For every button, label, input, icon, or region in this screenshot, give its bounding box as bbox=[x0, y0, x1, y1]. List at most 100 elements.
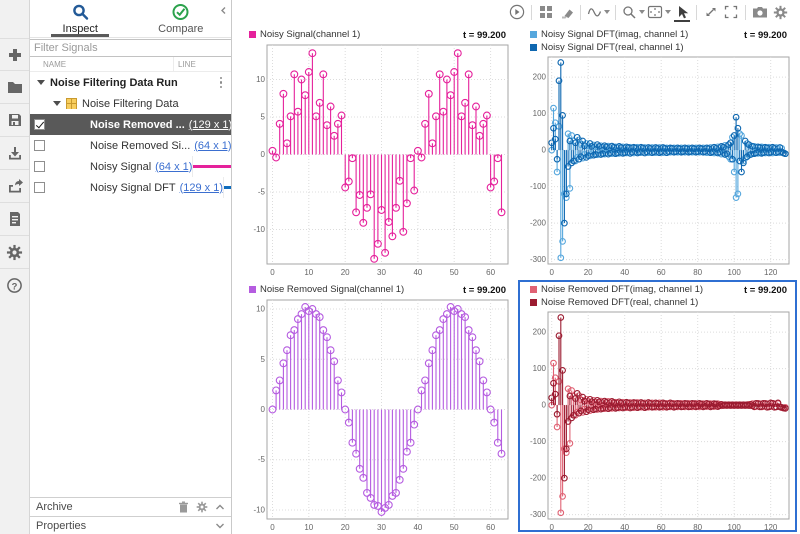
filter-signals-input[interactable] bbox=[30, 39, 231, 57]
stem-chart-noise-removed-dft[interactable]: 0 20 40 60 80 100 120 -300 -200 -100 0 100 200 bbox=[521, 308, 794, 532]
plot-settings-button[interactable] bbox=[770, 3, 790, 21]
tree-row-group[interactable]: Noise Filtering Data bbox=[30, 93, 231, 114]
svg-text:60: 60 bbox=[486, 268, 495, 277]
line-swatch bbox=[193, 165, 231, 168]
expander-caret-icon[interactable] bbox=[53, 101, 61, 106]
toolbar-separator bbox=[531, 4, 532, 20]
clear-plots-button[interactable] bbox=[556, 3, 576, 21]
preferences-button[interactable] bbox=[0, 236, 29, 269]
zoom-button[interactable] bbox=[620, 3, 646, 21]
signal-label: Noise Removed Si... bbox=[90, 139, 191, 152]
svg-text:100: 100 bbox=[728, 523, 742, 532]
signal-dims-link[interactable]: (64 x 1) bbox=[194, 139, 231, 152]
signal-display-button[interactable] bbox=[585, 3, 611, 21]
legend: Noise Removed Signal(channel 1) bbox=[249, 284, 404, 295]
replay-button[interactable] bbox=[507, 3, 527, 21]
signal-dims-link[interactable]: (129 x 1) bbox=[188, 118, 231, 131]
signal-checkbox[interactable] bbox=[34, 161, 45, 172]
tab-inspect[interactable]: Inspect bbox=[30, 0, 131, 37]
gear-icon bbox=[6, 244, 23, 260]
report-button[interactable] bbox=[0, 203, 29, 236]
signal-checkbox[interactable] bbox=[34, 119, 45, 130]
signal-label: Noisy Signal bbox=[90, 160, 152, 173]
pointer-mode-button[interactable] bbox=[672, 3, 692, 22]
dropdown-caret-icon bbox=[665, 10, 671, 14]
stem-chart-noisy-signal-dft[interactable]: 0 20 40 60 80 100 120 -300 -200 -100 0 100 200 bbox=[521, 53, 794, 277]
legend-label: Noise Removed Signal(channel 1) bbox=[260, 283, 405, 295]
tree-row-signal[interactable]: Noise Removed ... (129 x 1) bbox=[30, 114, 231, 135]
help-icon: ? bbox=[7, 278, 22, 293]
signal-checkbox[interactable] bbox=[34, 140, 45, 151]
line-style-cell[interactable] bbox=[192, 156, 231, 177]
tree-row-run[interactable]: Noise Filtering Data Run bbox=[30, 72, 231, 93]
trash-icon[interactable] bbox=[178, 501, 189, 513]
dropdown-caret-icon bbox=[603, 10, 610, 14]
folder-icon bbox=[7, 82, 22, 93]
svg-text:10: 10 bbox=[304, 523, 313, 532]
subplot-noise-removed-signal[interactable]: Noise Removed Signal(channel 1) t = 99.2… bbox=[237, 280, 516, 533]
svg-text:-300: -300 bbox=[530, 255, 547, 264]
import-button[interactable] bbox=[0, 137, 29, 170]
sidebar-tabs: Inspect Compare bbox=[30, 0, 231, 38]
cursor-arrow-icon bbox=[679, 5, 689, 18]
svg-text:120: 120 bbox=[764, 523, 778, 532]
snapshot-button[interactable] bbox=[750, 3, 770, 21]
svg-text:80: 80 bbox=[693, 268, 702, 277]
dropdown-caret-icon bbox=[638, 10, 645, 14]
svg-text:60: 60 bbox=[657, 523, 666, 532]
subplot-noise-removed-dft-selected[interactable]: Noise Removed DFT(imag, channel 1) Noise… bbox=[518, 280, 797, 533]
run-options-kebab-icon[interactable] bbox=[219, 76, 222, 89]
archive-panel-header[interactable]: Archive bbox=[30, 497, 231, 516]
expand-plot-button[interactable] bbox=[701, 3, 721, 21]
tree-row-signal[interactable]: Noisy Signal DFT (129 x 1) bbox=[30, 177, 231, 198]
stem-chart-noise-removed-signal[interactable]: 0 10 20 30 40 50 60 -10 -5 0 5 10 bbox=[240, 296, 513, 532]
help-button[interactable]: ? bbox=[0, 269, 29, 302]
svg-text:-200: -200 bbox=[530, 219, 547, 228]
properties-panel-header[interactable]: Properties bbox=[30, 516, 231, 534]
legend-swatch bbox=[530, 298, 537, 306]
svg-text:20: 20 bbox=[341, 523, 350, 532]
chevron-down-icon[interactable] bbox=[215, 521, 225, 530]
subplot-noisy-signal[interactable]: Noisy Signal(channel 1) t = 99.200 0 10 20… bbox=[237, 25, 516, 278]
play-circle-icon bbox=[509, 4, 525, 20]
subplot-noisy-signal-dft[interactable]: Noisy Signal DFT(imag, channel 1) Noisy … bbox=[518, 25, 797, 278]
expander-caret-icon[interactable] bbox=[37, 80, 45, 85]
import-icon bbox=[8, 147, 21, 160]
gear-small-icon[interactable] bbox=[196, 501, 208, 513]
signal-checkbox[interactable] bbox=[34, 182, 45, 193]
svg-text:5: 5 bbox=[261, 113, 266, 122]
gear-icon bbox=[773, 5, 787, 19]
layout-button[interactable] bbox=[536, 3, 556, 21]
signal-group-icon bbox=[66, 98, 77, 109]
tab-compare[interactable]: Compare bbox=[131, 0, 232, 37]
time-cursor-value: t = 99.200 bbox=[462, 284, 506, 296]
signal-dims-link[interactable]: (64 x 1) bbox=[155, 160, 193, 173]
collapse-sidebar-button[interactable] bbox=[219, 2, 228, 20]
svg-text:120: 120 bbox=[764, 268, 778, 277]
group-label: Noise Filtering Data bbox=[82, 97, 179, 110]
signal-wave-icon bbox=[587, 8, 601, 17]
tree-column-headers: NAME LINE bbox=[30, 57, 231, 72]
svg-text:200: 200 bbox=[533, 327, 547, 336]
add-button[interactable] bbox=[0, 38, 29, 71]
svg-text:20: 20 bbox=[341, 268, 350, 277]
svg-text:20: 20 bbox=[584, 268, 593, 277]
signal-dims-link[interactable]: (129 x 1) bbox=[179, 181, 223, 194]
line-style-cell[interactable] bbox=[223, 177, 231, 198]
stem-chart-noisy-signal[interactable]: 0 10 20 30 40 50 60 -10 -5 0 5 10 bbox=[240, 41, 513, 277]
left-icon-strip: ? bbox=[0, 0, 30, 534]
fullscreen-button[interactable] bbox=[721, 3, 741, 21]
fit-to-view-button[interactable] bbox=[646, 3, 672, 21]
chevron-up-icon[interactable] bbox=[215, 503, 225, 512]
svg-text:0: 0 bbox=[261, 150, 266, 159]
svg-text:10: 10 bbox=[256, 304, 265, 313]
column-header-line: LINE bbox=[173, 57, 231, 71]
svg-text:-100: -100 bbox=[530, 437, 547, 446]
save-button[interactable] bbox=[0, 104, 29, 137]
plot-toolbar bbox=[232, 0, 800, 24]
export-button[interactable] bbox=[0, 170, 29, 203]
svg-text:40: 40 bbox=[620, 268, 629, 277]
tree-row-signal[interactable]: Noise Removed Si... (64 x 1) bbox=[30, 135, 231, 156]
tree-row-signal[interactable]: Noisy Signal (64 x 1) bbox=[30, 156, 231, 177]
open-button[interactable] bbox=[0, 71, 29, 104]
